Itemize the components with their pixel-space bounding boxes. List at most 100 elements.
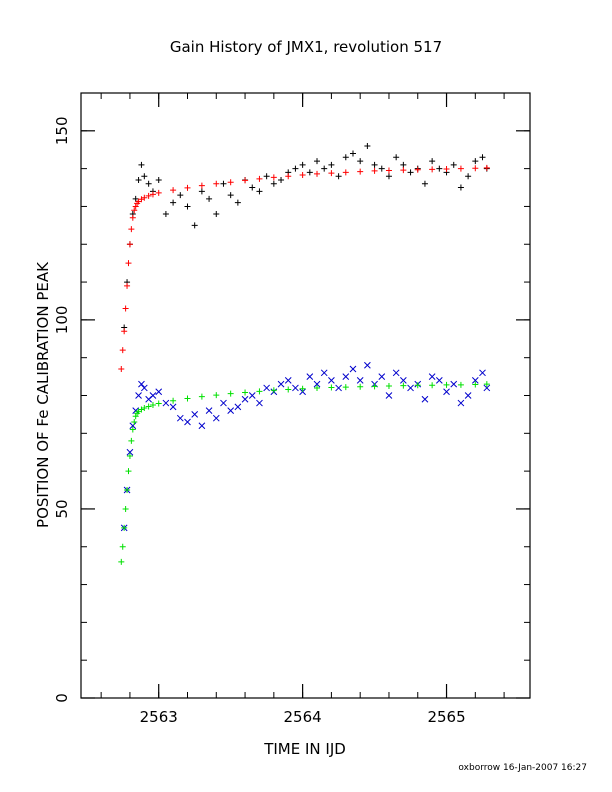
data-point — [121, 328, 128, 335]
data-point — [314, 158, 321, 165]
data-point — [349, 365, 357, 373]
data-point — [471, 377, 479, 384]
data-point — [256, 388, 263, 395]
data-point — [145, 192, 152, 199]
y-tick-label: 150 — [53, 116, 71, 145]
data-point — [227, 390, 234, 397]
data-point — [155, 189, 162, 196]
data-point — [234, 403, 242, 411]
data-point — [227, 179, 234, 186]
data-point — [299, 161, 306, 168]
data-point — [443, 166, 450, 173]
data-point — [400, 161, 407, 168]
data-point — [465, 173, 472, 180]
data-point — [385, 167, 392, 174]
data-point — [170, 199, 177, 206]
data-point — [129, 422, 137, 430]
data-point — [128, 437, 135, 444]
data-point — [285, 386, 292, 393]
data-point — [212, 414, 220, 422]
data-point — [357, 383, 364, 390]
data-point — [227, 192, 234, 199]
data-point — [457, 165, 464, 172]
series-4 — [118, 381, 490, 565]
data-point — [328, 377, 335, 384]
data-point — [414, 382, 421, 389]
data-point — [429, 158, 436, 165]
data-point — [357, 158, 364, 165]
data-point — [122, 505, 129, 512]
data-point — [443, 388, 450, 396]
data-point — [472, 381, 479, 388]
data-point — [443, 381, 450, 388]
data-marks-group — [118, 142, 491, 565]
data-point — [407, 384, 414, 392]
data-point — [131, 207, 138, 214]
data-point — [299, 385, 306, 392]
data-point — [457, 184, 464, 191]
data-point — [263, 384, 270, 392]
data-point — [342, 154, 349, 161]
data-point — [414, 166, 421, 173]
data-point — [270, 174, 277, 181]
data-point — [357, 168, 364, 175]
data-point — [135, 392, 142, 399]
data-point — [313, 380, 321, 388]
data-point — [128, 226, 135, 233]
data-point — [149, 401, 156, 408]
data-point — [119, 347, 126, 354]
data-point — [393, 154, 400, 161]
data-point — [241, 395, 249, 403]
data-point — [149, 191, 156, 198]
data-point — [371, 167, 378, 174]
data-point — [184, 395, 191, 402]
data-point — [155, 388, 163, 396]
data-point — [118, 366, 125, 373]
data-point — [118, 558, 125, 565]
data-point — [191, 411, 199, 418]
data-point — [320, 369, 328, 377]
data-point — [205, 407, 213, 414]
data-point — [145, 180, 152, 187]
data-point — [249, 184, 256, 191]
y-tick-label: 100 — [53, 306, 71, 335]
series-3 — [120, 361, 491, 532]
data-point — [213, 211, 220, 217]
data-point — [177, 192, 184, 199]
data-point — [328, 161, 335, 168]
data-point — [342, 373, 350, 380]
data-point — [429, 382, 436, 389]
data-point — [407, 169, 414, 176]
data-point — [400, 377, 407, 384]
data-point — [342, 384, 349, 391]
data-point — [306, 169, 313, 176]
data-point — [256, 399, 263, 407]
data-point — [385, 392, 393, 399]
data-point — [421, 180, 428, 187]
data-point — [314, 384, 321, 391]
data-point — [342, 169, 349, 176]
data-point — [234, 199, 241, 206]
data-point — [242, 177, 249, 184]
data-point — [125, 468, 132, 475]
data-point — [170, 187, 177, 194]
data-point — [126, 448, 134, 456]
data-point — [270, 387, 277, 394]
data-point — [125, 260, 132, 267]
data-point — [429, 166, 436, 173]
data-point — [435, 377, 443, 384]
data-point — [457, 381, 464, 388]
data-point — [483, 384, 491, 392]
data-point — [285, 173, 292, 180]
data-point — [371, 161, 378, 168]
data-point — [213, 180, 220, 187]
y-axis-label: POSITION OF Fe CALIBRATION PEAK — [34, 261, 52, 528]
data-point — [184, 203, 191, 210]
data-point — [220, 180, 227, 187]
data-point — [119, 543, 126, 550]
data-point — [364, 142, 371, 149]
data-point — [138, 161, 145, 168]
data-point — [364, 361, 371, 369]
data-point — [135, 176, 142, 183]
data-point — [464, 392, 472, 399]
